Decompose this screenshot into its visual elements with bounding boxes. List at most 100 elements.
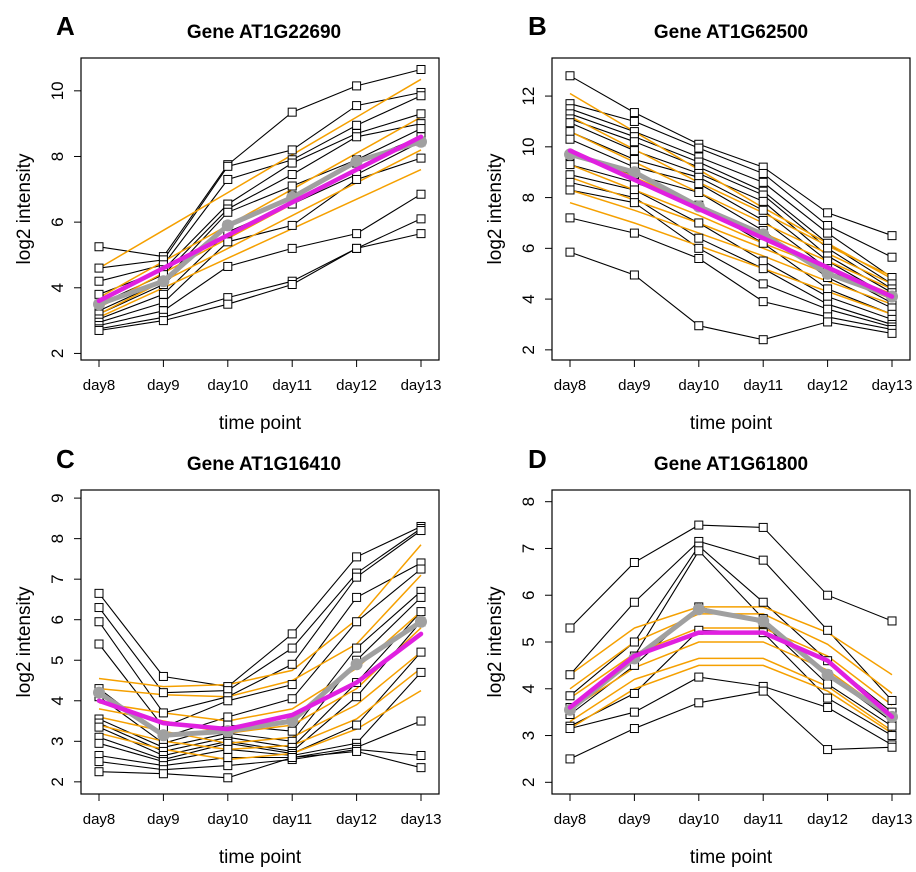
- series-line-individual: [569, 118, 893, 290]
- chart-title: Gene AT1G61800: [654, 454, 808, 475]
- series-line-individual: [98, 157, 422, 323]
- data-point: [565, 127, 575, 137]
- data-point: [287, 181, 297, 191]
- data-point: [416, 214, 426, 224]
- series-line-individual: [98, 562, 422, 728]
- data-point: [352, 101, 362, 111]
- y-tick-label: 8: [48, 152, 67, 161]
- series-line-fitted: [569, 606, 893, 676]
- x-tick-label: day12: [807, 377, 848, 394]
- x-tick-label: day9: [618, 811, 651, 828]
- series-line-individual: [98, 218, 422, 330]
- data-point: [287, 158, 297, 168]
- series-line-individual: [98, 530, 422, 714]
- data-point: [758, 256, 768, 266]
- x-axis-label: time point: [690, 847, 773, 868]
- data-point: [823, 625, 833, 635]
- x-tick-label: day13: [872, 377, 913, 394]
- data-point: [694, 546, 704, 556]
- series-line-mean: [568, 606, 894, 719]
- series-line-individual: [98, 621, 422, 757]
- data-point: [629, 146, 639, 156]
- series-line-model: [96, 134, 424, 304]
- series-line-fitted: [569, 201, 893, 316]
- mean-point: [157, 275, 170, 288]
- data-point: [94, 757, 104, 767]
- series-line-individual: [98, 720, 422, 767]
- y-tick-label: 7: [48, 574, 67, 583]
- data-point: [223, 174, 233, 184]
- x-tick-label: day10: [678, 811, 719, 828]
- data-point: [94, 325, 104, 335]
- x-tick-label: day13: [872, 811, 913, 828]
- data-point: [823, 304, 833, 314]
- series-line-fitted: [569, 130, 893, 285]
- data-point: [158, 289, 168, 299]
- y-axis-label: log2 intensity: [485, 586, 506, 697]
- data-point: [629, 637, 639, 647]
- data-point: [158, 671, 168, 681]
- series-line-fitted: [98, 667, 422, 751]
- data-point: [565, 754, 575, 764]
- data-point: [352, 617, 362, 627]
- data-point: [629, 108, 639, 118]
- data-point: [823, 693, 833, 703]
- data-point: [287, 659, 297, 669]
- x-tick-label: day8: [554, 811, 587, 828]
- x-tick-label: day12: [807, 811, 848, 828]
- x-axis-label: time point: [690, 413, 773, 434]
- x-tick-label: day13: [401, 811, 442, 828]
- series-line-fitted: [98, 544, 422, 688]
- data-point: [758, 597, 768, 607]
- series-line-individual: [98, 651, 422, 761]
- series-line-individual: [569, 189, 893, 328]
- series-line-fitted: [98, 168, 422, 318]
- data-point: [565, 670, 575, 680]
- data-point: [823, 220, 833, 230]
- series-line-fitted: [569, 189, 893, 305]
- series-line-individual: [98, 750, 422, 779]
- series-line-individual: [98, 123, 422, 305]
- data-point: [758, 264, 768, 274]
- data-point: [94, 767, 104, 777]
- data-point: [565, 691, 575, 701]
- data-point: [694, 698, 704, 708]
- y-tick-label: 8: [48, 534, 67, 543]
- x-tick-label: day8: [83, 811, 116, 828]
- y-tick-label: 12: [519, 87, 538, 106]
- data-point: [758, 522, 768, 532]
- data-point: [158, 316, 168, 326]
- data-point: [694, 179, 704, 189]
- x-tick-label: day11: [272, 377, 312, 394]
- series-line-individual: [569, 108, 893, 278]
- series-line-individual: [98, 91, 422, 269]
- data-point: [416, 189, 426, 199]
- data-point: [223, 207, 233, 217]
- data-point: [287, 629, 297, 639]
- x-tick-label: day10: [678, 377, 719, 394]
- mean-point: [628, 166, 641, 179]
- y-tick-label: 8: [519, 497, 538, 506]
- series-line-individual: [569, 122, 893, 294]
- series-line-individual: [569, 690, 893, 760]
- data-point: [629, 270, 639, 280]
- series-line-fitted: [98, 116, 422, 299]
- data-point: [287, 243, 297, 253]
- data-point: [287, 643, 297, 653]
- series-line-individual: [98, 113, 422, 295]
- data-point: [565, 177, 575, 187]
- chart-panel-a: A Gene AT1G22690 day8 day9 day10 day11 day12 da…: [14, 11, 441, 434]
- data-point: [823, 284, 833, 294]
- data-point: [758, 196, 768, 206]
- y-tick-label: 2: [519, 778, 538, 787]
- panel-letter: A: [56, 11, 75, 41]
- data-point: [565, 170, 575, 180]
- data-point: [694, 253, 704, 263]
- series-line-individual: [98, 597, 422, 748]
- mean-point: [757, 614, 770, 627]
- data-point: [287, 145, 297, 155]
- mean-point: [221, 219, 234, 232]
- y-tick-label: 9: [48, 493, 67, 502]
- series-line-individual: [569, 549, 893, 722]
- data-point: [158, 688, 168, 698]
